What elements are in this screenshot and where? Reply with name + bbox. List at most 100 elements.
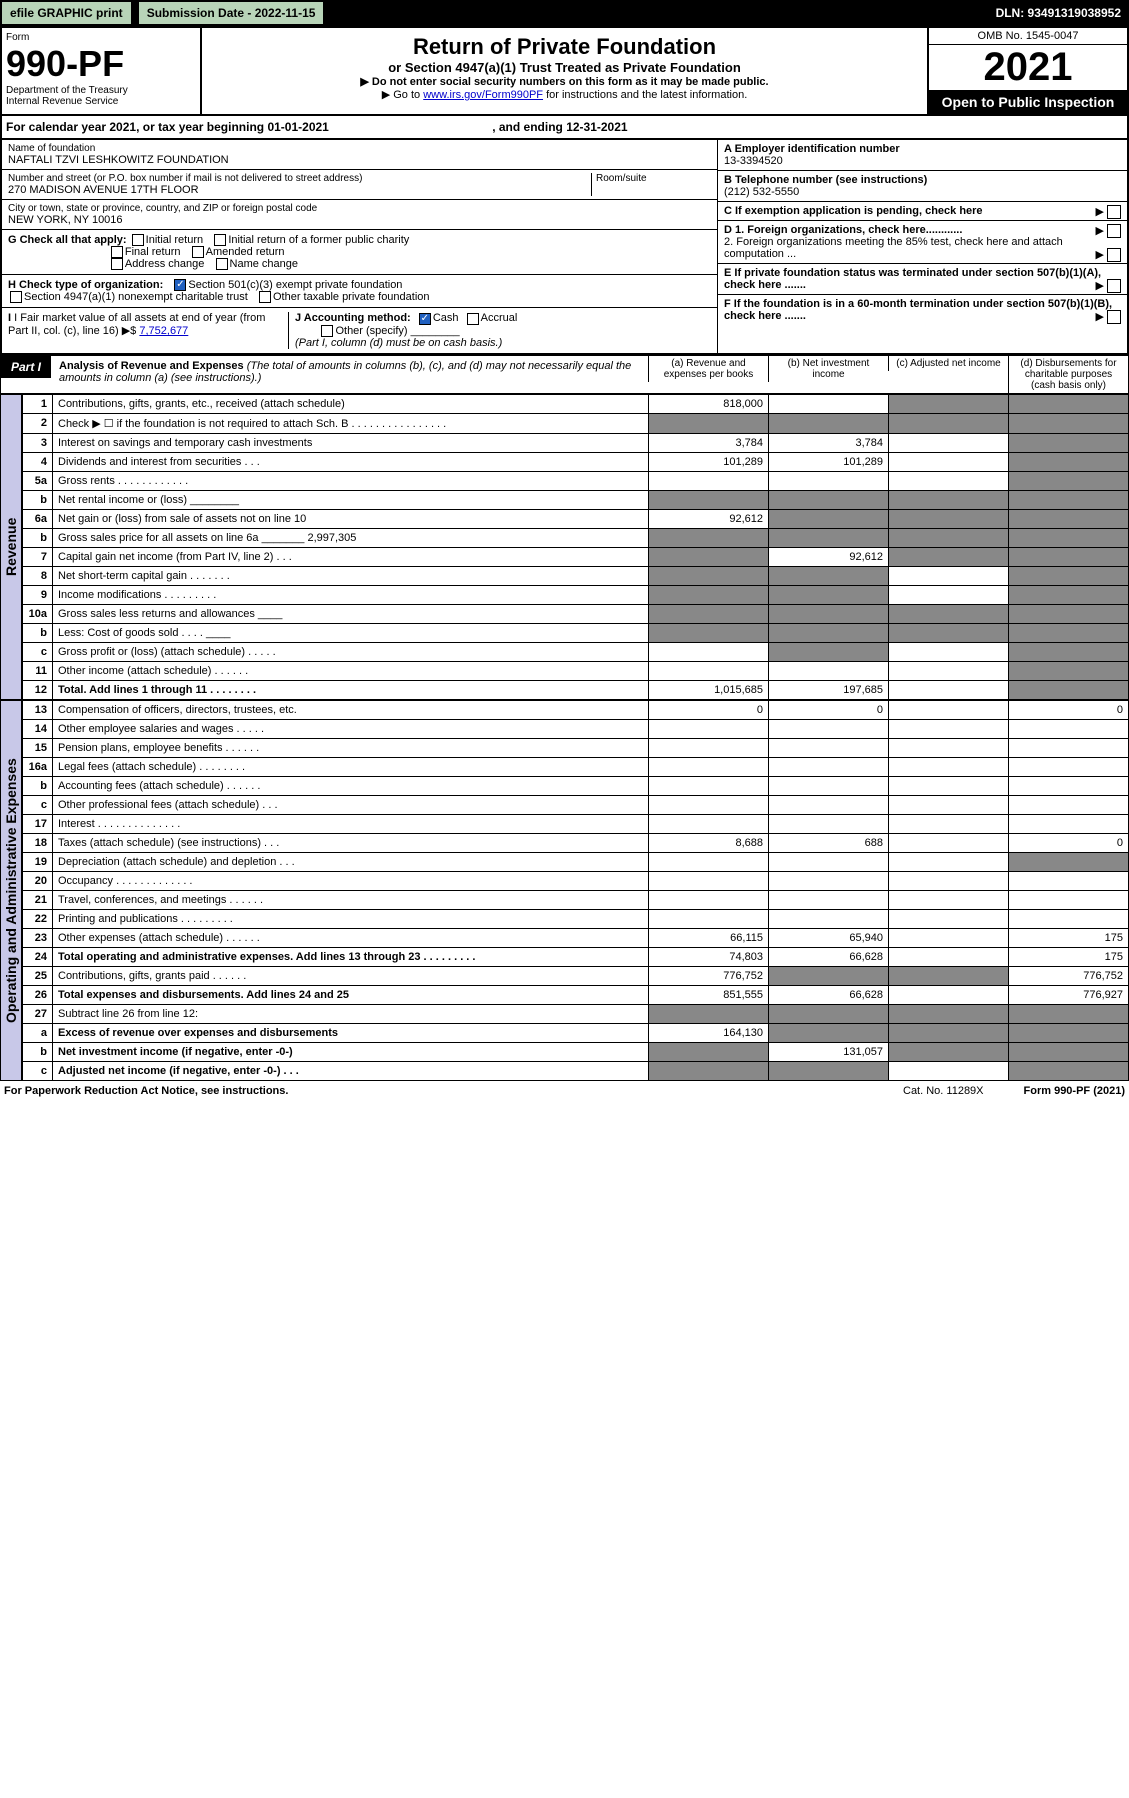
i-fmv-value[interactable]: 7,752,677 xyxy=(139,325,188,337)
h-501c3: Section 501(c)(3) exempt private foundat… xyxy=(188,279,402,291)
line-desc: Interest . . . . . . . . . . . . . . xyxy=(53,814,649,833)
cell-value xyxy=(889,871,1009,890)
revenue-section: Revenue 1Contributions, gifts, grants, e… xyxy=(0,394,1129,700)
cell-value xyxy=(769,776,889,795)
cell-shaded xyxy=(889,547,1009,566)
b-phone-label: B Telephone number (see instructions) xyxy=(724,174,1121,186)
cell-shaded xyxy=(1009,1023,1129,1042)
cell-value xyxy=(649,852,769,871)
cell-value xyxy=(769,471,889,490)
i-text: I Fair market value of all assets at end… xyxy=(8,312,265,337)
address-change-cb[interactable] xyxy=(111,258,123,270)
c-checkbox[interactable] xyxy=(1107,205,1121,219)
cell-shaded xyxy=(769,1004,889,1023)
form-word: Form xyxy=(6,32,196,43)
cell-value: 776,927 xyxy=(1009,985,1129,1004)
line-num: c xyxy=(23,1061,53,1080)
cell-value xyxy=(1009,890,1129,909)
h-4947: Section 4947(a)(1) nonexempt charitable … xyxy=(24,291,248,303)
cell-value: 3,784 xyxy=(769,433,889,452)
cell-shaded xyxy=(1009,1061,1129,1080)
line-desc: Net investment income (if negative, ente… xyxy=(53,1042,649,1061)
form990pf-link[interactable]: www.irs.gov/Form990PF xyxy=(423,89,543,101)
other-taxable-cb[interactable] xyxy=(259,291,271,303)
cell-shaded xyxy=(889,604,1009,623)
calendar-year-row: For calendar year 2021, or tax year begi… xyxy=(0,116,1129,140)
cell-value xyxy=(889,947,1009,966)
other-method-cb[interactable] xyxy=(321,325,333,337)
cell-value xyxy=(649,757,769,776)
line-desc: Net gain or (loss) from sale of assets n… xyxy=(53,509,649,528)
cell-value xyxy=(649,871,769,890)
calyear-end: 12-31-2021 xyxy=(566,120,627,134)
cell-value: 818,000 xyxy=(649,394,769,413)
city-state-zip: NEW YORK, NY 10016 xyxy=(8,214,711,226)
part1-tag: Part I xyxy=(1,356,51,378)
line-desc: Dividends and interest from securities .… xyxy=(53,452,649,471)
initial-return-cb[interactable] xyxy=(132,234,144,246)
submission-date: Submission Date - 2022-11-15 xyxy=(137,0,326,26)
cell-shaded xyxy=(769,585,889,604)
cell-value xyxy=(889,909,1009,928)
cell-shaded xyxy=(769,528,889,547)
cell-value xyxy=(889,680,1009,699)
line-num: c xyxy=(23,795,53,814)
name-change-cb[interactable] xyxy=(216,258,228,270)
cell-value xyxy=(769,661,889,680)
cell-value xyxy=(889,1061,1009,1080)
f-checkbox[interactable] xyxy=(1107,310,1121,324)
cell-value: 92,612 xyxy=(769,547,889,566)
d2-checkbox[interactable] xyxy=(1107,248,1121,262)
calyear-pre: For calendar year 2021, or tax year begi… xyxy=(6,120,267,134)
j-cash: Cash xyxy=(433,312,459,324)
cell-value: 776,752 xyxy=(649,966,769,985)
line-desc: Accounting fees (attach schedule) . . . … xyxy=(53,776,649,795)
cell-value xyxy=(889,795,1009,814)
amended-cb[interactable] xyxy=(192,246,204,258)
line-desc: Total operating and administrative expen… xyxy=(53,947,649,966)
cell-value: 175 xyxy=(1009,947,1129,966)
line-desc: Other employee salaries and wages . . . … xyxy=(53,719,649,738)
opt-former: Initial return of a former public charit… xyxy=(228,234,409,246)
cash-cb[interactable] xyxy=(419,313,431,325)
cell-value xyxy=(769,871,889,890)
cell-value xyxy=(889,814,1009,833)
4947-cb[interactable] xyxy=(10,291,22,303)
d1-checkbox[interactable] xyxy=(1107,224,1121,238)
d1-label: D 1. Foreign organizations, check here..… xyxy=(724,224,962,236)
line-desc: Contributions, gifts, grants paid . . . … xyxy=(53,966,649,985)
cell-shaded xyxy=(1009,1004,1129,1023)
h-label: H Check type of organization: xyxy=(8,279,163,291)
501c3-cb[interactable] xyxy=(174,279,186,291)
cell-value xyxy=(769,909,889,928)
final-return-cb[interactable] xyxy=(111,246,123,258)
line-num: 3 xyxy=(23,433,53,452)
cell-value xyxy=(649,471,769,490)
cell-value: 197,685 xyxy=(769,680,889,699)
cell-shaded xyxy=(1009,547,1129,566)
cell-shaded xyxy=(889,528,1009,547)
part1-title: Analysis of Revenue and Expenses xyxy=(59,360,244,372)
cell-shaded xyxy=(649,1004,769,1023)
instr2-pre: ▶ Go to xyxy=(382,89,423,101)
cell-shaded xyxy=(649,547,769,566)
line-desc: Printing and publications . . . . . . . … xyxy=(53,909,649,928)
cell-value: 3,784 xyxy=(649,433,769,452)
cell-shaded xyxy=(889,490,1009,509)
accrual-cb[interactable] xyxy=(467,313,479,325)
h-other: Other taxable private foundation xyxy=(273,291,430,303)
cell-value xyxy=(649,795,769,814)
cell-value xyxy=(769,757,889,776)
g-check-row: G Check all that apply: Initial return I… xyxy=(2,230,717,275)
line-num: b xyxy=(23,1042,53,1061)
cell-shaded xyxy=(649,566,769,585)
a-ein-label: A Employer identification number xyxy=(724,143,1121,155)
line-desc: Income modifications . . . . . . . . . xyxy=(53,585,649,604)
opt-final: Final return xyxy=(125,246,181,258)
cell-shaded xyxy=(769,966,889,985)
form-number: 990-PF xyxy=(6,43,196,85)
cell-shaded xyxy=(889,394,1009,413)
e-checkbox[interactable] xyxy=(1107,279,1121,293)
initial-former-cb[interactable] xyxy=(214,234,226,246)
line-num: b xyxy=(23,528,53,547)
